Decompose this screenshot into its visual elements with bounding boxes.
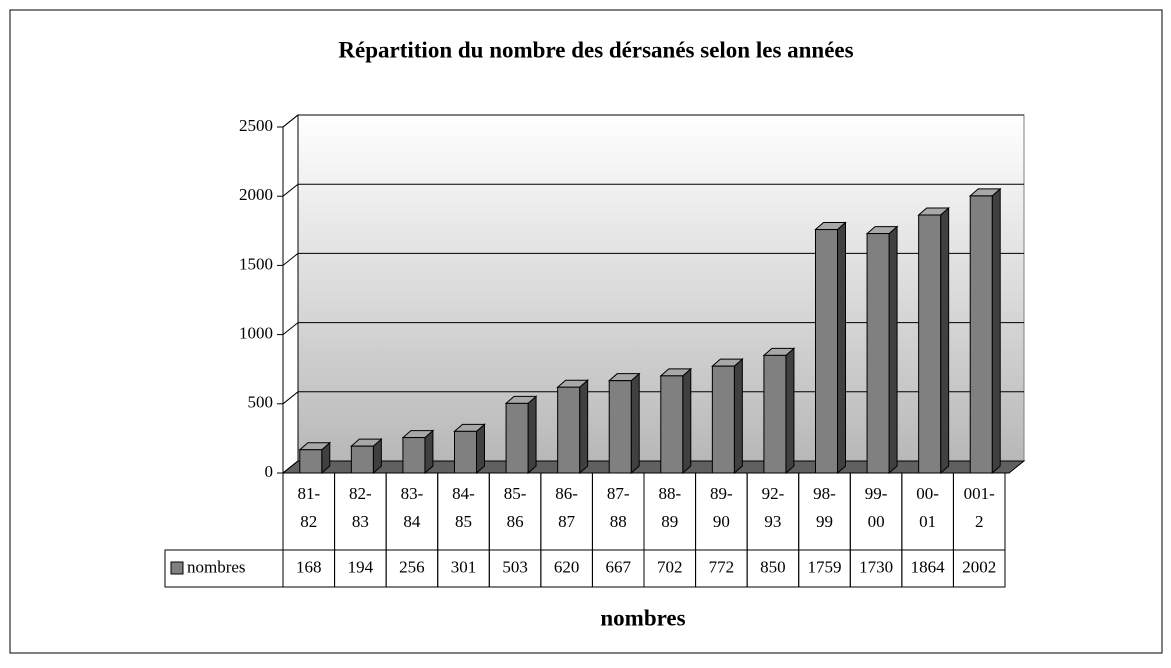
x-tick-label: 89-90 (710, 484, 733, 531)
bar (504, 395, 538, 475)
bar-front (505, 402, 529, 474)
bar-front (711, 365, 735, 474)
x-tick-label: 82-83 (349, 484, 372, 531)
bar-front (763, 354, 787, 474)
data-label: 702 (657, 557, 683, 576)
bar-front (918, 214, 942, 474)
grid-line (282, 322, 1024, 335)
x-tick-label: 87-88 (607, 484, 630, 531)
x-tick-label: 85-86 (504, 484, 527, 531)
bar-side (476, 423, 485, 475)
data-label: 1730 (859, 557, 893, 576)
bar-side (888, 225, 898, 475)
y-tick-label: 0 (265, 462, 274, 481)
grid-line (282, 114, 1024, 128)
bar (298, 441, 332, 475)
data-label: 1759 (808, 557, 842, 576)
x-tick-label: 81-82 (297, 484, 320, 531)
bar-side (527, 395, 537, 475)
table-cell (952, 549, 1006, 588)
bar (350, 438, 383, 475)
y-tick-label: 2000 (239, 185, 273, 204)
legend-label: nombres (187, 557, 246, 576)
bar-front (557, 386, 581, 474)
bar-front (969, 195, 993, 474)
bar-front (608, 380, 632, 474)
x-tick-label: 00-01 (916, 484, 939, 531)
bar-front (454, 430, 477, 474)
x-axis-label: nombres (600, 605, 685, 630)
bar-side (630, 372, 640, 475)
bar-front (402, 437, 426, 474)
x-tick-label: 98-99 (813, 484, 836, 531)
bar-side (991, 187, 1001, 475)
bar-front (660, 375, 684, 474)
bar-front (299, 449, 323, 474)
data-label: 503 (502, 557, 528, 576)
data-label: 667 (605, 557, 631, 576)
bar (711, 358, 744, 475)
bar-side (682, 367, 692, 475)
floor (281, 460, 1026, 474)
data-label: 850 (760, 557, 786, 576)
data-label: 256 (399, 557, 425, 576)
x-tick-label: 99-00 (865, 484, 888, 531)
bar (762, 347, 796, 475)
data-label: 1864 (911, 557, 946, 576)
bar (659, 367, 693, 475)
bar-side (837, 221, 846, 475)
data-label: 2002 (962, 557, 996, 576)
x-tick-label: 88-89 (658, 484, 681, 531)
legend-swatch (170, 561, 184, 575)
data-label: 301 (451, 557, 477, 576)
x-tick-label: 92-93 (762, 484, 785, 531)
bar-side (940, 206, 950, 475)
y-tick-label: 1000 (239, 324, 273, 343)
bar (607, 372, 641, 475)
data-label: 620 (554, 557, 580, 576)
grid-line (282, 183, 1024, 197)
grid-line (282, 252, 1024, 266)
bar (865, 225, 899, 475)
bar-front (815, 229, 838, 474)
x-tick-label: 83-84 (401, 484, 424, 531)
data-label: 194 (348, 557, 374, 576)
x-tick-label: 84-85 (452, 484, 475, 531)
y-tick-label: 1500 (239, 254, 273, 273)
bar (453, 423, 486, 475)
bar-front (350, 445, 374, 474)
side-wall (282, 113, 299, 475)
x-tick-label: 86-87 (555, 484, 578, 531)
chart-title: Répartition du nombre des dérsanés selon… (338, 37, 853, 62)
bar (556, 379, 589, 475)
bar-side (785, 347, 795, 475)
x-tick-label: 001-2 (964, 484, 996, 531)
y-tick-label: 2500 (239, 116, 273, 135)
bar-side (733, 358, 743, 475)
bar (814, 221, 847, 475)
bar-side (579, 379, 589, 475)
y-tick-label: 500 (248, 393, 274, 412)
bar (917, 206, 950, 475)
data-label: 772 (709, 557, 735, 576)
bar-front (866, 233, 890, 474)
bar (401, 429, 435, 475)
data-label: 168 (296, 557, 322, 576)
bar (968, 187, 1002, 475)
